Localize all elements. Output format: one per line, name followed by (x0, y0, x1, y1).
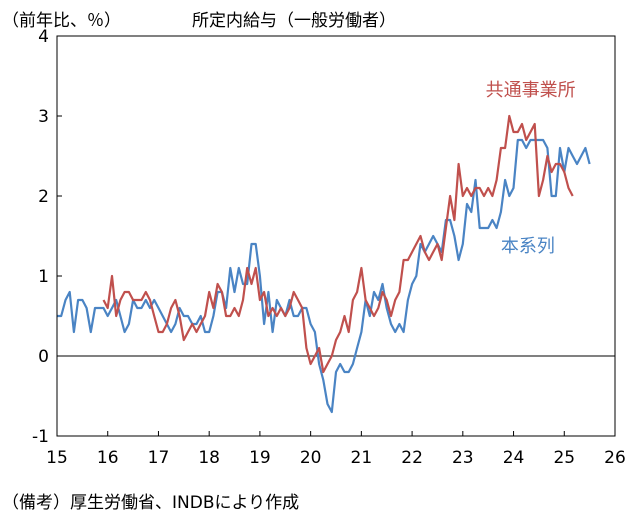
x-tick-label: 25 (553, 448, 575, 468)
x-tick-label: 20 (300, 448, 322, 468)
x-tick-label: 22 (401, 448, 423, 468)
x-tick-label: 26 (604, 448, 626, 468)
x-tick-label: 24 (503, 448, 525, 468)
y-axis-tick-labels: -1 0 1 2 3 4 (32, 27, 49, 447)
x-tick-label: 16 (97, 448, 119, 468)
series-label: 本系列 (501, 236, 555, 257)
series-line-kyotsu-jigyosho (102, 114, 574, 374)
y-tick-label: 3 (38, 107, 49, 127)
x-tick-label: 19 (249, 448, 271, 468)
x-tick-label: 18 (198, 448, 220, 468)
x-tick-label: 17 (148, 448, 170, 468)
axis-ticks (56, 35, 616, 437)
x-tick-label: 15 (46, 448, 68, 468)
x-axis-tick-labels: 15 16 17 18 19 20 21 22 23 24 25 26 (46, 448, 626, 468)
source-note: （備考）厚生労働省、INDBにより作成 (2, 493, 300, 513)
y-tick-label: -1 (32, 427, 49, 447)
y-axis-unit-label: （前年比、％） (2, 11, 121, 31)
y-tick-label: 2 (38, 187, 49, 207)
x-tick-label: 21 (351, 448, 373, 468)
series-line-honkeiretsu (57, 138, 591, 414)
series-label: 共通事業所 (486, 80, 576, 101)
chart-title: 所定内給与（一般労働者） (192, 11, 396, 31)
y-tick-label: 0 (38, 347, 49, 367)
plot-frame (56, 35, 616, 437)
x-tick-label: 23 (452, 448, 474, 468)
y-tick-label: 4 (38, 27, 49, 47)
y-tick-label: 1 (38, 267, 49, 287)
series-layer (57, 114, 591, 414)
